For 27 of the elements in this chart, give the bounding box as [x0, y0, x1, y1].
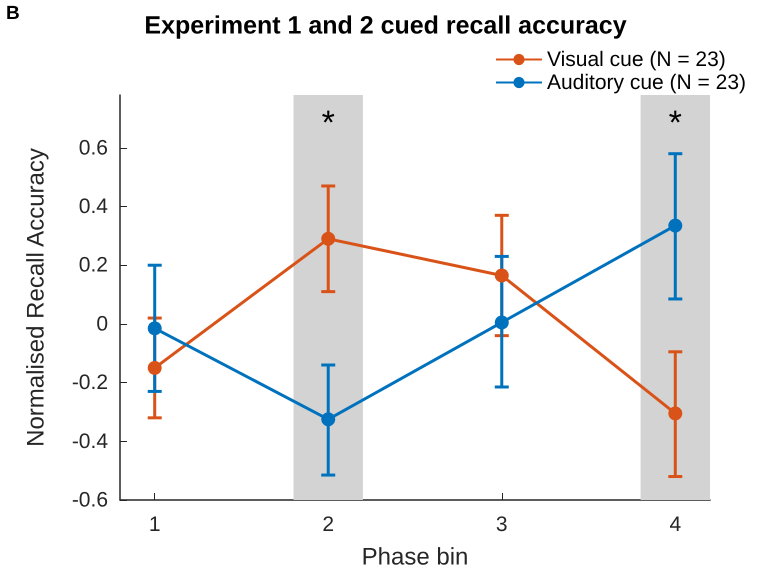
point [668, 406, 682, 420]
y-tick-label: -0.2 [72, 371, 108, 394]
y-tick-label: 0.6 [78, 136, 108, 160]
chart-title: Experiment 1 and 2 cued recall accuracy [144, 12, 627, 40]
point [148, 360, 162, 375]
legend-label: Visual cue (N = 23) [546, 48, 726, 71]
point [321, 232, 336, 246]
point [148, 321, 162, 336]
annotation: * [668, 104, 682, 142]
x-tick-label: 1 [148, 513, 161, 536]
text: B [6, 3, 20, 24]
y-axis-title: Normalised Recall Accuracy [22, 148, 50, 447]
x-tick-label: 3 [496, 513, 508, 536]
point [321, 412, 336, 426]
y-tick-label: 0.2 [78, 254, 108, 277]
y-tick-label: 0 [96, 312, 108, 336]
point [668, 218, 682, 233]
point [494, 268, 509, 282]
x-tick-label: 4 [669, 513, 682, 536]
y-tick-label: -0.4 [72, 430, 108, 453]
y-tick-label: 0.4 [78, 195, 108, 218]
legend-label: Auditory cue (N = 23) [546, 71, 746, 94]
point [494, 315, 509, 330]
annotation: * [322, 104, 335, 142]
y-tick-label: -0.6 [72, 488, 108, 512]
x-tick-label: 2 [322, 513, 334, 536]
x-axis-title: Phase bin [362, 544, 468, 570]
